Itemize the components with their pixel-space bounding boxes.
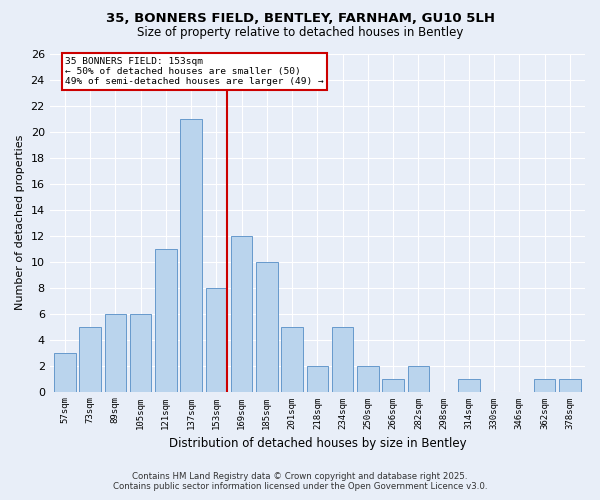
Bar <box>534 378 556 392</box>
Bar <box>357 366 379 392</box>
Bar <box>231 236 253 392</box>
Bar <box>155 248 176 392</box>
Bar <box>79 326 101 392</box>
Bar <box>104 314 126 392</box>
Text: Size of property relative to detached houses in Bentley: Size of property relative to detached ho… <box>137 26 463 39</box>
Bar <box>407 366 429 392</box>
Text: Contains HM Land Registry data © Crown copyright and database right 2025.
Contai: Contains HM Land Registry data © Crown c… <box>113 472 487 491</box>
Y-axis label: Number of detached properties: Number of detached properties <box>15 135 25 310</box>
Bar <box>281 326 303 392</box>
Bar <box>256 262 278 392</box>
Bar <box>307 366 328 392</box>
Bar <box>458 378 479 392</box>
Bar <box>332 326 353 392</box>
Bar <box>181 119 202 392</box>
Bar <box>559 378 581 392</box>
X-axis label: Distribution of detached houses by size in Bentley: Distribution of detached houses by size … <box>169 437 466 450</box>
Bar <box>382 378 404 392</box>
Bar <box>130 314 151 392</box>
Text: 35 BONNERS FIELD: 153sqm
← 50% of detached houses are smaller (50)
49% of semi-d: 35 BONNERS FIELD: 153sqm ← 50% of detach… <box>65 56 324 86</box>
Bar <box>206 288 227 392</box>
Bar <box>54 352 76 392</box>
Text: 35, BONNERS FIELD, BENTLEY, FARNHAM, GU10 5LH: 35, BONNERS FIELD, BENTLEY, FARNHAM, GU1… <box>106 12 494 26</box>
